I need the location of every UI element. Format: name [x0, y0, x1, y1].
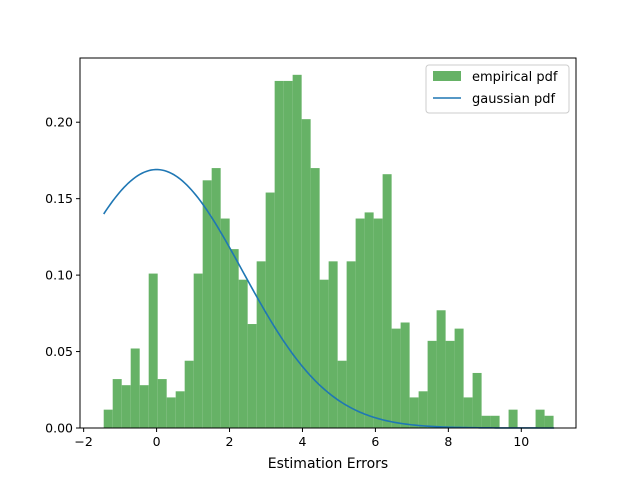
- histogram-bar: [490, 415, 500, 428]
- y-tick-label: 0.05: [45, 344, 73, 359]
- histogram-bar: [418, 391, 428, 428]
- histogram-bar: [166, 397, 176, 428]
- histogram-bars: [103, 74, 554, 429]
- histogram-bar: [103, 409, 113, 428]
- histogram-bar: [373, 218, 383, 428]
- histogram-bar: [337, 360, 347, 428]
- histogram-bar: [535, 409, 545, 428]
- histogram-bar: [220, 218, 230, 428]
- histogram-bar: [283, 80, 293, 428]
- y-axis: 0.00 0.05 0.10 0.15 0.20: [45, 115, 80, 436]
- histogram-bar: [274, 80, 284, 428]
- histogram-bar: [175, 391, 185, 428]
- histogram-bar: [193, 273, 203, 428]
- histogram-bar: [445, 340, 455, 428]
- histogram-bar: [544, 415, 554, 428]
- histogram-bar: [355, 218, 365, 428]
- legend-patch-empirical: [433, 71, 461, 81]
- histogram-bar: [229, 249, 239, 428]
- histogram-bar: [301, 119, 311, 428]
- histogram-bar: [184, 360, 194, 428]
- histogram-bar: [121, 385, 131, 428]
- y-tick-label: 0.20: [45, 115, 73, 130]
- histogram-bar: [391, 328, 401, 428]
- x-axis: −2 0 2 4 6 8 10: [74, 428, 529, 449]
- x-tick-label: 2: [226, 434, 234, 449]
- plot-frame: [79, 57, 577, 429]
- x-tick-label: 4: [298, 434, 306, 449]
- histogram-bar: [211, 168, 221, 428]
- histogram-bar: [130, 348, 140, 428]
- x-tick-label: 10: [513, 434, 529, 449]
- histogram-bar: [202, 180, 212, 428]
- histogram-bar: [454, 328, 464, 428]
- histogram-bar: [400, 322, 410, 428]
- histogram-bar: [463, 397, 473, 428]
- histogram-bar: [409, 397, 419, 428]
- histogram-bar: [472, 372, 482, 428]
- histogram-bar: [382, 174, 392, 428]
- histogram-bar: [256, 261, 266, 428]
- histogram-bar: [481, 415, 491, 428]
- x-tick-label: −2: [74, 434, 92, 449]
- histogram-bar: [436, 310, 446, 428]
- histogram-bar: [139, 385, 149, 428]
- histogram-bar: [319, 279, 329, 428]
- histogram-bar: [328, 261, 338, 428]
- histogram-bar: [148, 273, 158, 428]
- x-axis-label: Estimation Errors: [268, 456, 388, 472]
- legend: empirical pdf gaussian pdf: [425, 64, 570, 114]
- histogram-bar: [364, 212, 374, 428]
- histogram-bar: [157, 379, 167, 428]
- histogram-bar: [427, 340, 437, 428]
- histogram-bar: [346, 261, 356, 428]
- histogram-bar: [238, 279, 248, 428]
- legend-label-gaussian: gaussian pdf: [472, 92, 555, 107]
- legend-label-empirical: empirical pdf: [472, 70, 558, 85]
- y-tick-label: 0.00: [45, 421, 73, 436]
- legend-box: [425, 64, 570, 114]
- histogram-bar: [310, 168, 320, 428]
- histogram-bar: [508, 409, 518, 428]
- histogram-bar: [265, 192, 275, 428]
- x-tick-label: 8: [444, 434, 452, 449]
- y-tick-label: 0.10: [45, 268, 73, 283]
- histogram-bar: [247, 324, 257, 428]
- x-tick-label: 6: [371, 434, 379, 449]
- histogram-bar: [112, 379, 122, 428]
- y-tick-label: 0.15: [45, 191, 73, 206]
- histogram-bar: [292, 74, 302, 429]
- x-tick-label: 0: [153, 434, 161, 449]
